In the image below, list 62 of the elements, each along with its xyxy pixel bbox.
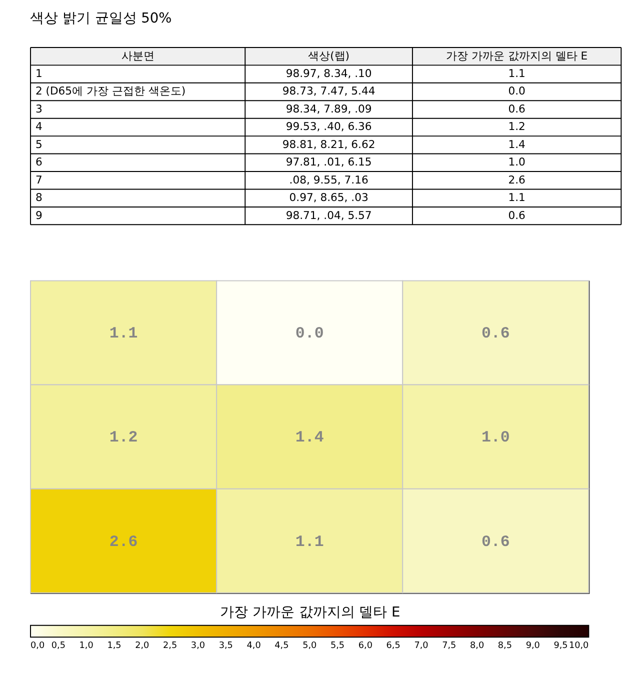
color-bar-label: 1,0	[79, 640, 94, 651]
color-bar-label: 8,5	[498, 640, 512, 651]
text: 0.6	[508, 102, 526, 116]
color-bar-label: 7,5	[442, 640, 456, 651]
text: 색상(랩)	[308, 49, 350, 62]
text: 97.81, .01, 6.15	[286, 156, 372, 169]
color-bar-label: 7,0	[414, 640, 429, 651]
text: 사분면	[121, 49, 154, 62]
text: 1.1	[508, 67, 526, 80]
text: 1.4	[508, 138, 526, 151]
color-bar-label: 3,5	[218, 640, 233, 651]
color-bar-label: 5,0	[302, 640, 317, 651]
color-bar-label: 10,0	[568, 640, 590, 651]
color-bar-label: 4,5	[274, 640, 289, 651]
color-bar-label: 9,0	[526, 640, 540, 651]
data-label: 2.6	[109, 532, 138, 551]
color-bar-label: 0,5	[51, 640, 66, 651]
text: 6	[35, 156, 42, 169]
text: 9	[35, 208, 42, 222]
text: 0.6	[508, 208, 526, 222]
color-bar-label: 5,5	[330, 640, 345, 651]
text: 1.0	[508, 156, 526, 169]
text: 2 (D65에 가장 근접한 색온도)	[35, 84, 186, 98]
text: 1.1	[508, 191, 526, 204]
text: 색상 밝기 균일성 50%	[30, 10, 172, 26]
text: 5	[35, 138, 42, 151]
text: 가장 가까운 값까지의 델타 E	[446, 49, 588, 62]
data-label: 1.1	[295, 532, 324, 551]
text: 98.71, .04, 5.57	[286, 208, 372, 222]
color-bar-label: 2,0	[135, 640, 150, 651]
color-bar-label: 2,5	[163, 640, 178, 651]
color-bar-title: 가장 가까운 값까지의 델타 E	[220, 604, 400, 620]
text: 98.34, 7.89, .09	[286, 102, 372, 116]
text: 0.0	[508, 84, 526, 98]
data-label: 1.0	[481, 428, 510, 447]
text: 98.73, 7.47, 5.44	[282, 84, 376, 98]
color-bar-label: 4,0	[246, 640, 262, 651]
data-label: 1.4	[295, 428, 324, 447]
text: 2.6	[508, 173, 526, 186]
color-bar-label: 8,0	[470, 640, 484, 651]
text: 98.81, 8.21, 6.62	[282, 138, 376, 151]
color-bar-label: 0,0	[30, 640, 45, 651]
text: 3	[35, 102, 42, 116]
text: 98.97, 8.34, .10	[286, 67, 372, 80]
text: 99.53, .40, 6.36	[286, 120, 372, 134]
color-bar-label: 1,5	[107, 640, 122, 651]
data-label: 0.6	[481, 324, 510, 343]
color-bar-label: 6,5	[386, 640, 400, 651]
color-bar-label: 3,0	[190, 640, 206, 651]
text: 0.97, 8.65, .03	[289, 191, 368, 204]
text: 1	[35, 67, 42, 80]
text: 1.2	[508, 120, 526, 134]
text: 4	[35, 120, 42, 134]
color-bar-label: 9,5	[554, 640, 568, 651]
color-bar-label: 6,0	[358, 640, 373, 651]
text: .08, 9.55, 7.16	[289, 173, 368, 186]
data-label: 1.1	[109, 324, 138, 343]
data-label: 0.0	[295, 324, 324, 343]
text: 8	[35, 191, 42, 204]
text: 7	[35, 173, 42, 186]
data-label: 0.6	[481, 532, 510, 551]
data-label: 1.2	[109, 428, 138, 447]
